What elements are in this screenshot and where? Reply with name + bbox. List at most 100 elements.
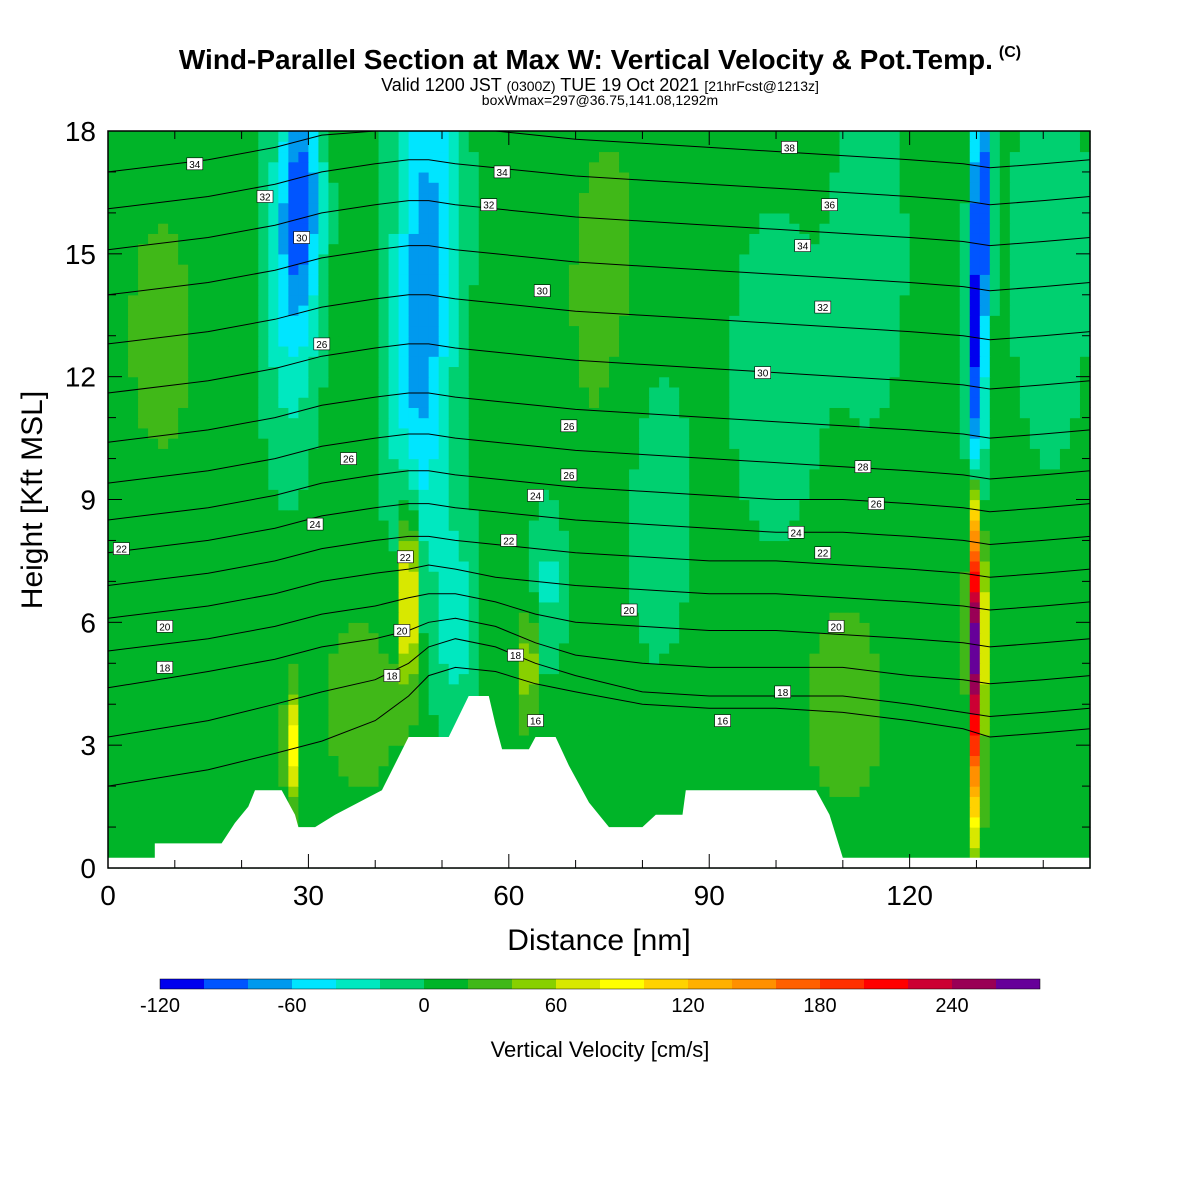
field-cell	[548, 397, 560, 408]
field-cell	[879, 683, 891, 695]
field-cell	[358, 734, 370, 746]
field-cell	[538, 581, 550, 593]
field-cell	[1059, 765, 1071, 777]
field-cell	[418, 591, 430, 603]
field-cell	[1019, 519, 1031, 531]
field-cell	[108, 530, 119, 542]
field-cell	[679, 438, 690, 449]
field-cell	[1049, 458, 1061, 470]
field-cell	[328, 509, 340, 521]
field-cell	[779, 397, 790, 408]
field-cell	[378, 653, 390, 664]
field-cell	[929, 622, 941, 634]
field-cell	[368, 540, 380, 552]
field-cell	[599, 612, 610, 623]
field-cell	[278, 653, 289, 664]
field-cell	[268, 642, 279, 654]
field-cell	[358, 468, 370, 480]
field-cell	[899, 386, 911, 398]
field-cell	[809, 724, 821, 736]
field-cell	[588, 724, 600, 736]
field-cell	[408, 724, 420, 736]
field-cell	[548, 356, 560, 368]
field-cell	[599, 540, 610, 552]
field-cell	[849, 427, 861, 439]
field-cell	[108, 448, 119, 460]
field-cell	[609, 397, 620, 408]
field-cell	[949, 591, 961, 603]
field-cell	[148, 775, 159, 787]
field-cell	[328, 386, 340, 398]
field-cell	[949, 837, 961, 849]
field-cell	[318, 796, 330, 808]
field-cell	[609, 755, 620, 767]
field-cell	[228, 519, 239, 531]
field-cell	[418, 673, 430, 685]
field-cell	[829, 755, 841, 767]
field-cell	[599, 427, 610, 439]
field-cell	[669, 509, 680, 521]
field-cell	[839, 642, 851, 654]
field-cell	[458, 571, 470, 582]
field-cell	[699, 448, 710, 460]
field-cell	[298, 366, 310, 378]
field-cell	[629, 560, 640, 572]
field-cell	[849, 704, 861, 716]
field-cell	[148, 376, 159, 388]
field-cell	[749, 765, 760, 777]
field-cell	[909, 755, 921, 767]
field-cell	[609, 386, 620, 398]
field-cell	[609, 642, 620, 654]
field-cell	[368, 356, 380, 368]
field-cell	[759, 642, 770, 654]
field-cell	[679, 683, 690, 695]
field-cell	[498, 612, 510, 623]
field-cell	[759, 489, 770, 501]
field-cell	[999, 540, 1011, 552]
field-cell	[979, 601, 991, 613]
field-cell	[448, 397, 460, 408]
field-cell	[438, 519, 450, 531]
field-cell	[228, 581, 239, 593]
field-cell	[719, 530, 730, 542]
field-cell	[438, 438, 450, 449]
field-cell	[258, 683, 269, 695]
field-cell	[1009, 806, 1021, 818]
field-cell	[548, 417, 560, 429]
field-cell	[749, 386, 760, 398]
field-cell	[398, 653, 410, 664]
field-cell	[1039, 653, 1051, 664]
field-cell	[578, 734, 590, 746]
field-cell	[328, 786, 340, 797]
field-cell	[378, 458, 390, 470]
field-cell	[819, 438, 831, 449]
field-cell	[929, 509, 941, 521]
field-cell	[809, 499, 821, 511]
field-cell	[879, 489, 891, 501]
field-cell	[208, 499, 219, 511]
field-cell	[228, 386, 239, 398]
field-cell	[599, 417, 610, 429]
field-cell	[448, 489, 460, 501]
field-cell	[308, 376, 320, 388]
field-cell	[639, 591, 650, 603]
field-cell	[909, 417, 921, 429]
field-cell	[889, 427, 901, 439]
field-cell	[869, 734, 881, 746]
field-cell	[869, 683, 881, 695]
field-cell	[168, 765, 179, 777]
field-cell	[438, 612, 450, 623]
field-cell	[869, 653, 881, 664]
field-cell	[829, 397, 841, 408]
field-cell	[1059, 581, 1071, 593]
field-cell	[388, 519, 400, 531]
field-cell	[368, 479, 380, 490]
field-cell	[1079, 837, 1091, 849]
field-cell	[809, 755, 821, 767]
field-cell	[1059, 448, 1071, 460]
field-cell	[619, 530, 630, 542]
field-cell	[238, 581, 249, 593]
field-cell	[218, 397, 229, 408]
field-cell	[899, 704, 911, 716]
field-cell	[699, 366, 710, 378]
